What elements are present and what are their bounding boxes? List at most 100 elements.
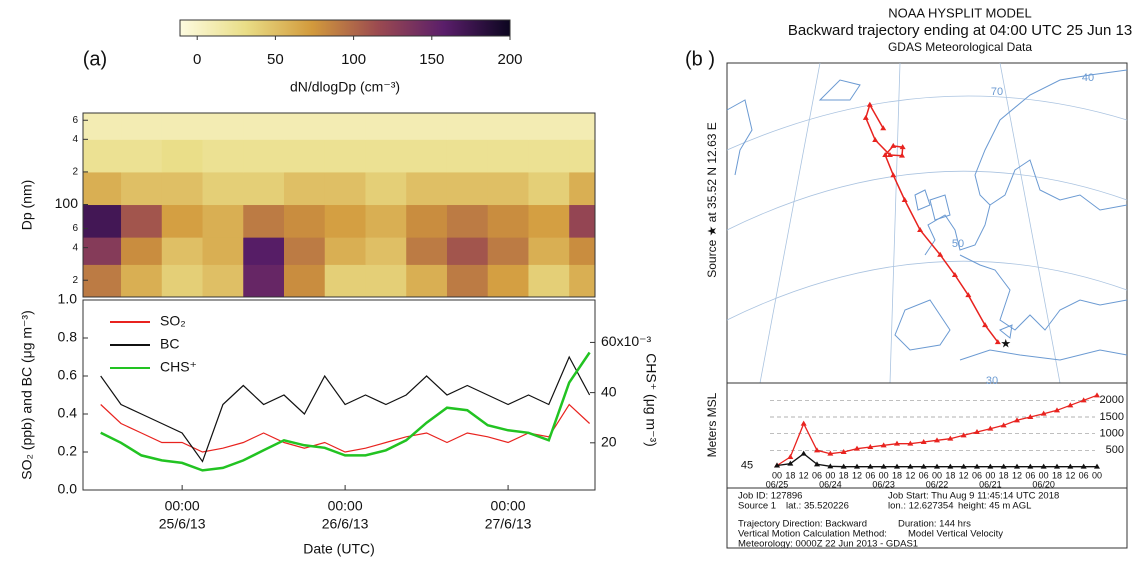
- heatmap-cell: [161, 237, 204, 265]
- y-tick-label: 2000: [1100, 394, 1124, 406]
- map-frame: [726, 62, 1128, 384]
- graticule-label: 40: [1082, 72, 1094, 84]
- heatmap-cell: [243, 204, 285, 238]
- trajectory-point: [994, 339, 1001, 345]
- info-text: Job ID: 127896: [738, 491, 802, 502]
- x-tick-label: 06: [1025, 470, 1035, 480]
- source-star: ★: [1000, 336, 1011, 350]
- heatmap-cell: [446, 113, 489, 140]
- heatmap-cell: [243, 113, 285, 140]
- trajectory-point: [917, 226, 924, 232]
- x-tick-label: 12: [1065, 470, 1075, 480]
- y-tick-label: 4: [72, 242, 78, 253]
- height-marker: [987, 463, 994, 469]
- trajectory-point: [872, 137, 879, 143]
- x-tick-label: 00: [825, 470, 835, 480]
- coastline: [726, 69, 1128, 361]
- height-marker: [1054, 463, 1060, 469]
- y-tick-label: 2: [72, 275, 78, 286]
- height-marker: [1027, 463, 1034, 469]
- info-text: lat.: 35.520226: [786, 501, 849, 512]
- x-tick-label: 18: [892, 470, 902, 480]
- x-tick-label: 00:00: [491, 498, 526, 514]
- info-text: height: 45 m AGL: [958, 501, 1031, 512]
- info-text: lon.: 12.627354: [888, 501, 954, 512]
- heatmap-cell: [202, 139, 244, 173]
- x-tick-label: 00: [1039, 470, 1049, 480]
- heatmap-cell: [487, 204, 529, 238]
- heatmap-cell: [487, 113, 529, 140]
- x-tick-label: 00: [932, 470, 942, 480]
- height-marker: [920, 463, 927, 469]
- heatmap-cell: [202, 113, 244, 140]
- y-tick-label: 0.2: [58, 443, 78, 459]
- trajectory-point: [890, 172, 897, 178]
- heatmap-cell: [487, 237, 529, 265]
- height-marker: [1080, 463, 1087, 469]
- trajectory-point: [901, 196, 908, 202]
- heatmap-cell: [365, 113, 407, 140]
- heatmap-cell: [161, 264, 204, 298]
- graticule-label: 50: [952, 238, 964, 250]
- heatmap-cell: [83, 139, 122, 173]
- heatmap-cell: [283, 237, 326, 265]
- heatmap-cell: [83, 171, 122, 206]
- colorbar-tick-label: 150: [419, 51, 444, 68]
- height-marker: [1094, 463, 1100, 469]
- x-tick-label: 00:00: [165, 498, 200, 514]
- x-tick-label: 18: [999, 470, 1009, 480]
- heatmap-cell: [569, 139, 596, 173]
- heatmap-cell: [161, 204, 204, 238]
- height-marker: [1014, 417, 1020, 423]
- heatmap-cell: [161, 171, 204, 206]
- heatmap-cell: [243, 237, 285, 265]
- heatmap-cell: [283, 113, 326, 140]
- height-marker: [800, 450, 807, 456]
- series-line: [100, 355, 591, 463]
- trajectory-point: [886, 152, 893, 158]
- heatmap-cell: [161, 139, 204, 173]
- heatmap-cell: [283, 139, 326, 173]
- height-marker: [934, 437, 940, 443]
- heatmap-cell: [324, 171, 366, 206]
- y-tick-label: 4: [72, 134, 78, 145]
- heatmap-cell: [406, 171, 448, 206]
- y-tick-label: 1000: [1100, 428, 1124, 440]
- heatmap-cell: [406, 139, 448, 173]
- y2-axis-label: CHS⁺ (μg m⁻³): [643, 353, 659, 447]
- height-marker: [894, 440, 900, 446]
- x-date-label: 06/22: [926, 479, 949, 489]
- x-tick-label: 18: [945, 470, 955, 480]
- source-label: Source ★ at 35.52 N 12.63 E: [705, 122, 719, 278]
- height-marker: [907, 463, 914, 469]
- heatmap-cell: [283, 171, 326, 206]
- legend-label: CHS⁺: [160, 359, 197, 375]
- trajectory-point: [982, 322, 989, 328]
- x-tick-label: 18: [785, 470, 795, 480]
- heatmap-cell: [161, 113, 204, 140]
- trajectory-point: [890, 142, 897, 148]
- heatmap-cell: [487, 139, 529, 173]
- height-marker: [827, 450, 834, 456]
- height-marker: [894, 463, 900, 469]
- colorbar-tick-label: 0: [193, 51, 201, 68]
- info-text: Model Vertical Velocity: [908, 529, 1003, 540]
- height-marker: [1040, 463, 1047, 469]
- heatmap-cell: [365, 264, 407, 298]
- height-marker: [1040, 410, 1047, 416]
- heatmap-cell: [121, 237, 163, 265]
- trajectory-point: [862, 114, 869, 120]
- heatmap-cell: [83, 204, 122, 238]
- graticule-label: 70: [991, 86, 1003, 98]
- height-marker: [947, 435, 954, 441]
- height-marker: [1014, 463, 1020, 469]
- height-marker: [880, 442, 887, 448]
- heatmap-cell: [487, 264, 529, 298]
- heatmap-cell: [365, 171, 407, 206]
- trajectory-point: [937, 251, 944, 257]
- y-tick-label: 0.4: [58, 405, 78, 421]
- heatmap-cell: [487, 171, 529, 206]
- heatmap-cell: [324, 113, 366, 140]
- heatmap-cell: [121, 204, 163, 238]
- heatmap-cell: [283, 264, 326, 298]
